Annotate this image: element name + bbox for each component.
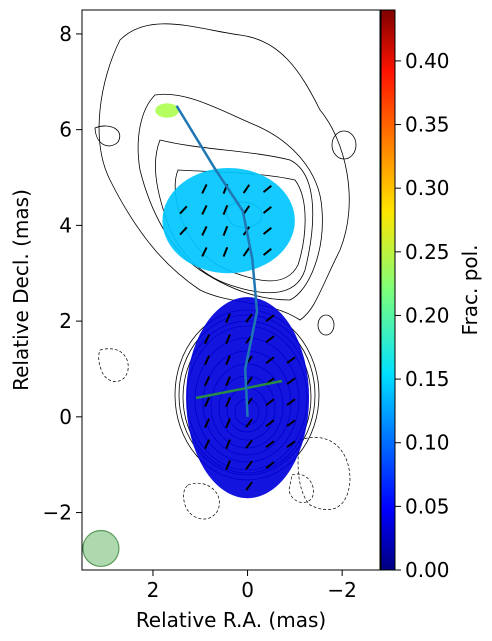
green-marker-line (195, 379, 283, 400)
evpa-vector (262, 248, 272, 256)
jet-ridge-line (175, 105, 259, 417)
colorbar-tick-label: 0.05 (405, 494, 450, 518)
evpa-vector (286, 377, 296, 385)
region-outer-knot (155, 103, 179, 118)
evpa-vector (225, 334, 231, 345)
evpa-vector (225, 355, 231, 366)
colorbar-tick-label: 0.20 (405, 303, 450, 327)
evpa-vector (245, 460, 253, 470)
evpa-vector (245, 418, 253, 428)
evpa-vector (286, 356, 296, 364)
colorbar-tick-label: 0.00 (405, 558, 450, 582)
y-tick-label: 0 (59, 405, 72, 429)
y-axis-label: Relative Decl. (mas) (9, 189, 33, 391)
evpa-vector (179, 205, 188, 215)
evpa-vector (204, 334, 211, 345)
evpa-vector (245, 481, 253, 491)
y-tick-label: 2 (59, 309, 72, 333)
colorbar-axis: 0.00 0.05 0.10 0.15 0.20 0.25 0.30 0.35 0.40 (395, 49, 450, 582)
colorbar-tick-label: 0.40 (405, 49, 450, 73)
colorbar-tick-label: 0.30 (405, 176, 450, 200)
colorbar-tick-label: 0.25 (405, 240, 450, 264)
evpa-vector (222, 204, 229, 215)
evpa-vector (201, 247, 208, 257)
evpa-vector (204, 439, 211, 450)
evpa-vector (265, 398, 275, 407)
evpa-vector (222, 225, 229, 236)
x-tick-label: −2 (327, 578, 356, 602)
evpa-vector (265, 440, 275, 449)
evpa-vector (204, 376, 211, 387)
y-tick-label: 6 (59, 118, 72, 142)
evpa-vector (204, 355, 211, 366)
evpa-vector (245, 313, 253, 323)
colorbar-label: Frac. pol. (458, 244, 482, 335)
x-axis: 2 0 −2 (147, 570, 357, 602)
evpa-vector (286, 419, 296, 427)
evpa-vector (225, 376, 231, 387)
colorbar-tick-label: 0.10 (405, 431, 450, 455)
x-axis-label: Relative R.A. (mas) (136, 608, 326, 632)
evpa-vector (204, 397, 211, 408)
y-tick-label: 4 (59, 213, 72, 237)
evpa-vector (201, 184, 208, 194)
evpa-vector (179, 226, 188, 236)
evpa-vector (286, 398, 296, 406)
negative-contours (98, 348, 351, 520)
evpa-vector (201, 205, 208, 215)
y-axis: −2 0 2 4 6 8 (43, 22, 82, 525)
evpa-vector (242, 184, 251, 194)
evpa-vector (201, 226, 208, 236)
evpa-vector (265, 461, 275, 470)
evpa-vector (222, 246, 229, 257)
fractional-polarization-regions (155, 103, 310, 499)
evpa-vector (242, 247, 251, 257)
evpa-vector (225, 418, 231, 429)
evpa-vector (245, 439, 253, 449)
evpa-vector (262, 227, 272, 235)
evpa-vector (225, 439, 231, 450)
beam-ellipse (82, 529, 120, 568)
evpa-vector (204, 418, 211, 429)
evpa-vector (265, 314, 275, 323)
evpa-vector (265, 419, 275, 428)
evpa-vector (242, 205, 251, 215)
evpa-vector (225, 313, 231, 324)
y-tick-label: 8 (59, 22, 72, 46)
y-tick-label: −2 (43, 501, 72, 525)
evpa-vector (265, 356, 275, 365)
colorbar-tick-label: 0.15 (405, 367, 450, 391)
x-tick-label: 2 (147, 578, 160, 602)
evpa-vector (262, 206, 272, 214)
evpa-vector (262, 185, 272, 193)
region-jet-knot (162, 167, 295, 274)
evpa-vector (225, 460, 231, 471)
x-tick-label: 0 (241, 578, 254, 602)
evpa-vector (265, 335, 275, 344)
plot-frame (81, 9, 381, 571)
colorbar-tick-label: 0.35 (405, 113, 450, 137)
evpa-vector (225, 397, 231, 408)
evpa-vector (286, 440, 296, 448)
colorbar (380, 9, 396, 571)
